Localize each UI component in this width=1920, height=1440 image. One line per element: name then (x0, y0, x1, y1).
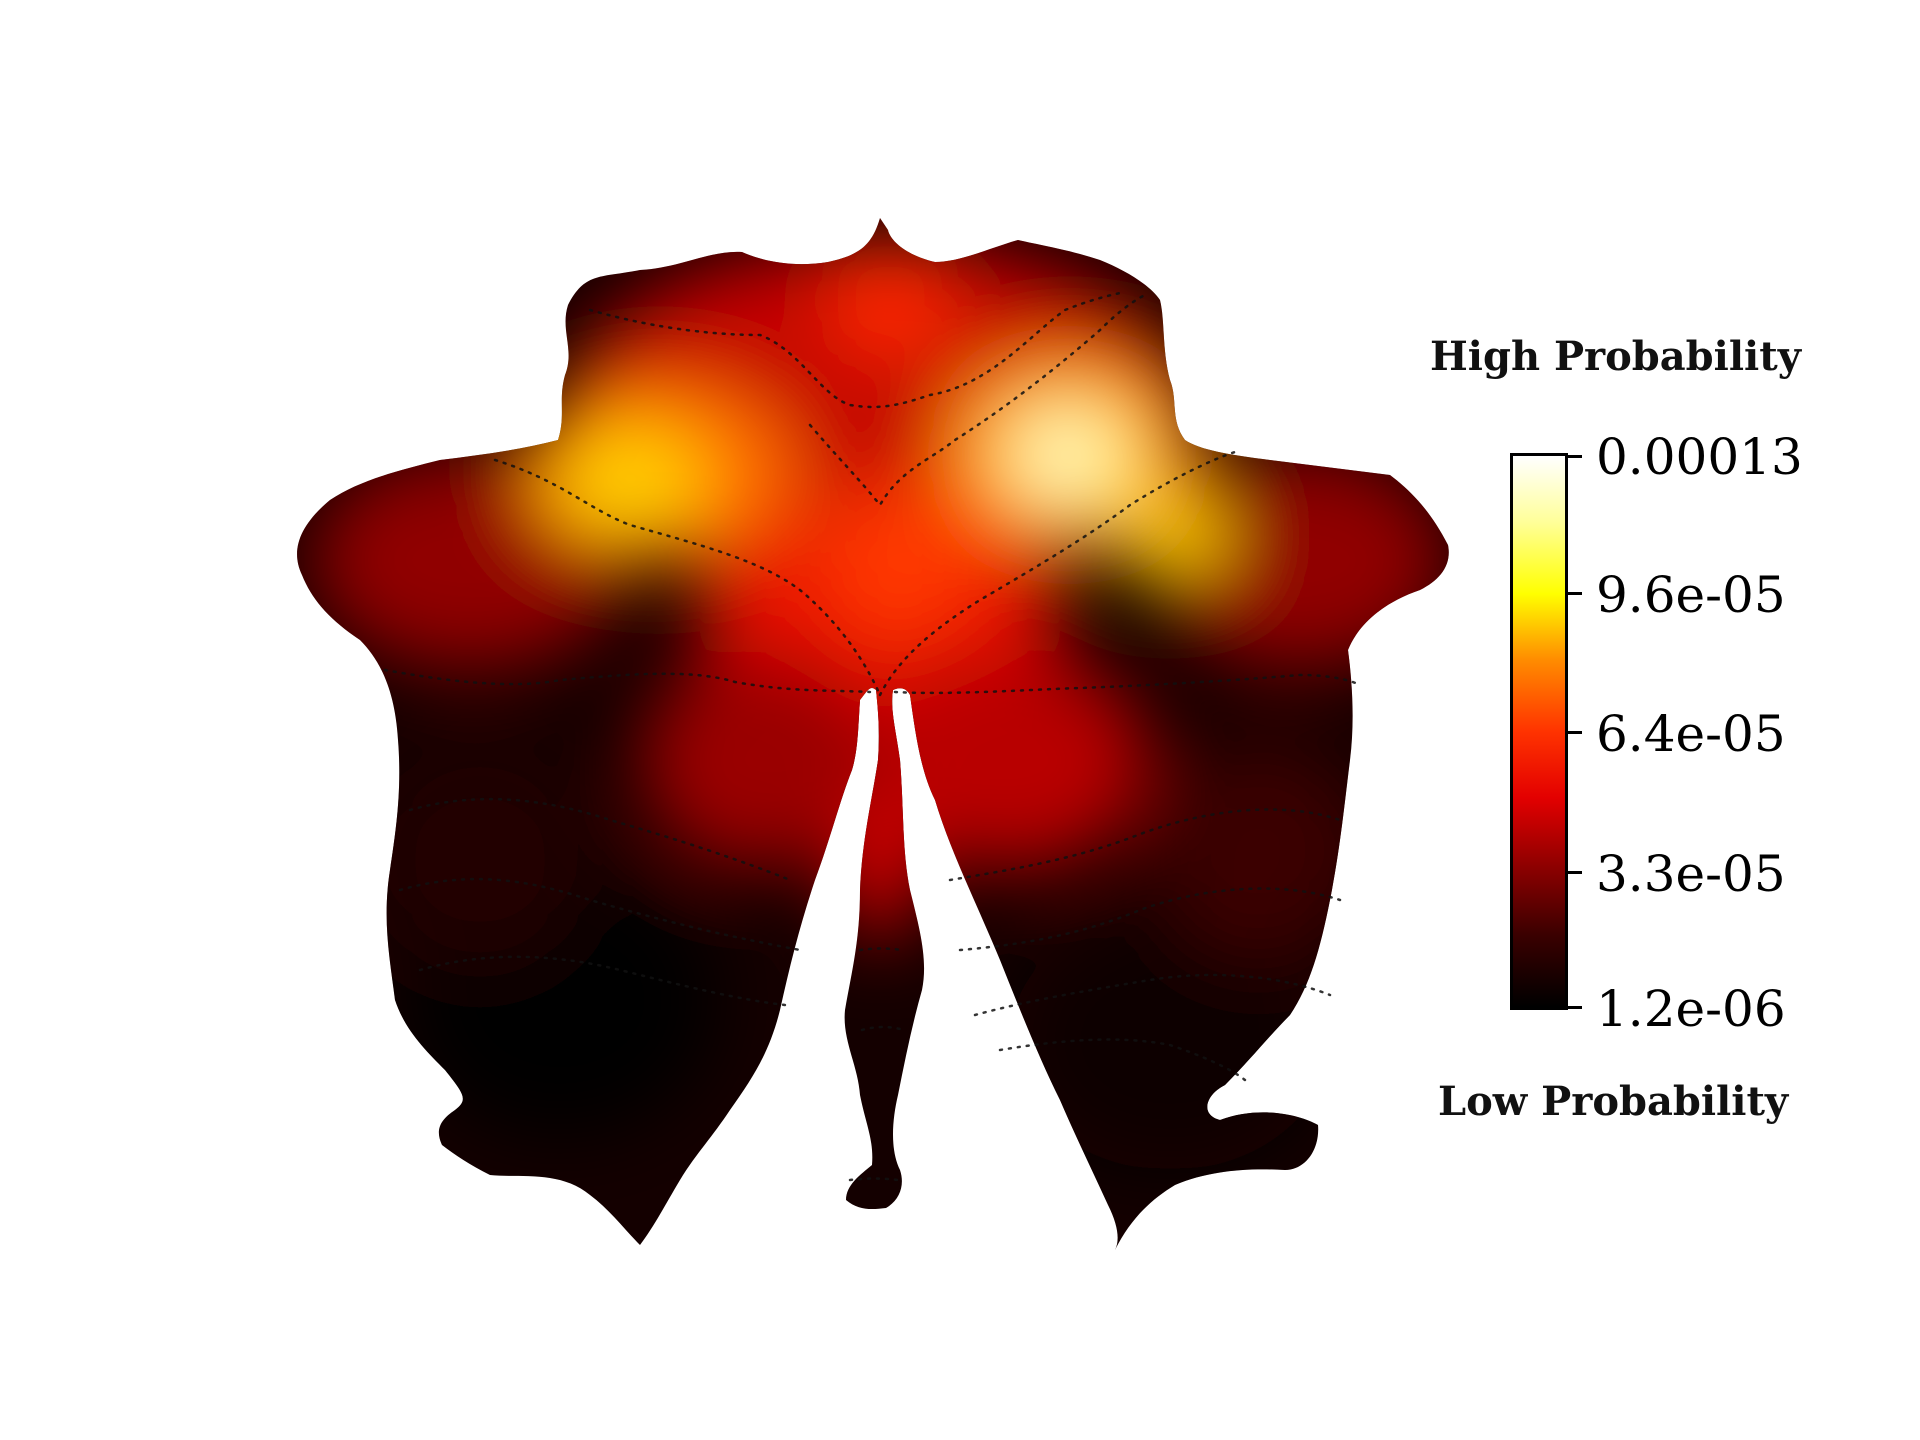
colorbar-tick (1568, 455, 1582, 458)
legend-low-label: Low Probability (1438, 1078, 1789, 1125)
colorbar-tick (1568, 592, 1582, 595)
colorbar-tick (1568, 731, 1582, 734)
boundary-line (808, 293, 1147, 508)
colorbar-tick-label: 3.3e-05 (1596, 845, 1786, 903)
boundary-line (848, 1177, 900, 1182)
boundary-line (860, 1025, 906, 1032)
colorbar-tick-label: 6.4e-05 (1596, 705, 1786, 763)
probability-heat (310, 240, 1449, 1170)
colorbar-tick-label: 0.00013 (1596, 428, 1803, 486)
boundary-line (493, 458, 882, 697)
colorbar-tick (1568, 871, 1582, 874)
boundary-line (973, 973, 1332, 1017)
flatmap-surface (297, 218, 1449, 1250)
colorbar-tick (1568, 1006, 1582, 1009)
colorbar-tick-label: 9.6e-05 (1596, 566, 1786, 624)
colorbar (1510, 453, 1568, 1010)
lobule-boundaries (383, 290, 1362, 1182)
boundary-line (858, 947, 904, 952)
boundary-line (408, 797, 792, 882)
boundary-line (893, 673, 1362, 695)
boundary-line (588, 290, 1127, 409)
legend-high-label: High Probability (1430, 333, 1801, 380)
boundary-line (998, 1038, 1247, 1082)
boundary-line (398, 877, 802, 952)
colorbar-tick-label: 1.2e-06 (1596, 980, 1786, 1038)
